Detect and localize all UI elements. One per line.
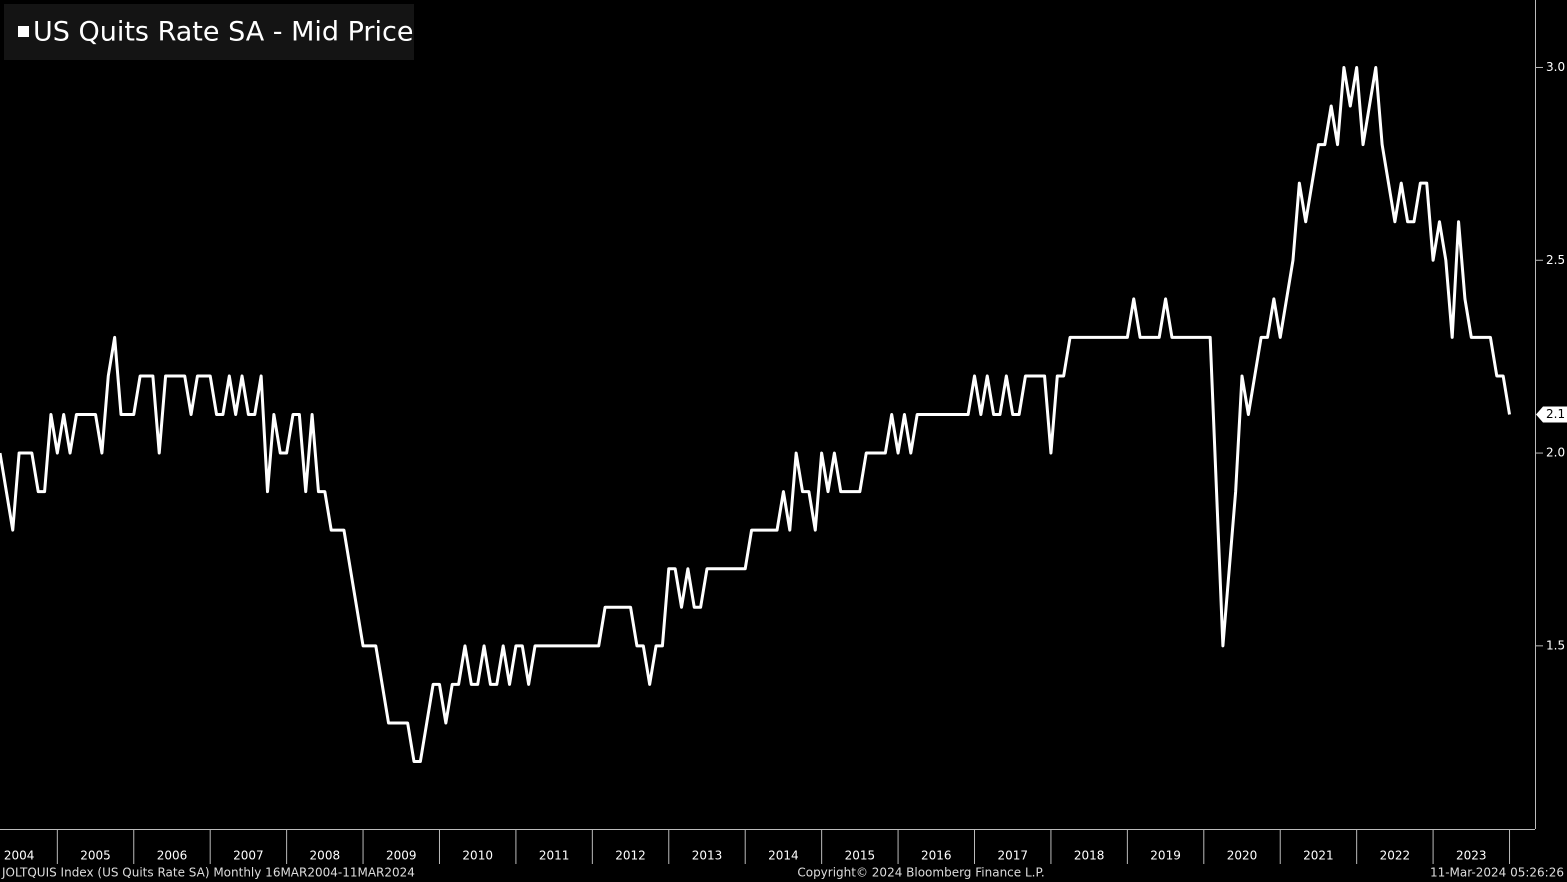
- x-tick-label: 2016: [921, 849, 952, 863]
- chart-title: US Quits Rate SA - Mid Price: [33, 17, 413, 48]
- footer-center: Copyright© 2024 Bloomberg Finance L.P.: [797, 866, 1044, 880]
- x-tick-label: 2009: [386, 849, 417, 863]
- x-tick-label: 2017: [997, 849, 1028, 863]
- x-tick-label: 2014: [768, 849, 799, 863]
- last-value-label: 2.1: [1546, 407, 1565, 421]
- legend-swatch: [18, 26, 29, 37]
- x-tick-label: 2011: [539, 849, 570, 863]
- y-tick-label: 3.0: [1546, 60, 1565, 74]
- y-tick-label: 1.5: [1546, 638, 1565, 652]
- line-series: [0, 65, 1511, 764]
- x-tick-label: 2020: [1227, 849, 1258, 863]
- x-tick-label: 2004: [4, 849, 35, 863]
- x-tick-label: 2008: [310, 849, 341, 863]
- footer-left: JOLTQUIS Index (US Quits Rate SA) Monthl…: [1, 866, 415, 880]
- x-tick-label: 2007: [233, 849, 264, 863]
- x-tick-label: 2019: [1150, 849, 1181, 863]
- x-tick-label: 2010: [462, 849, 493, 863]
- x-tick-label: 2005: [80, 849, 111, 863]
- y-tick-label: 2.5: [1546, 253, 1565, 267]
- x-tick-label: 2006: [157, 849, 188, 863]
- legend-box: [4, 4, 414, 60]
- x-tick-label: 2015: [845, 849, 876, 863]
- x-tick-label: 2023: [1456, 849, 1487, 863]
- last-value-tag: [1536, 406, 1567, 423]
- x-tick-label: 2012: [615, 849, 646, 863]
- x-tick-label: 2013: [692, 849, 723, 863]
- y-tick-label: 2.0: [1546, 446, 1565, 460]
- x-tick-label: 2022: [1380, 849, 1411, 863]
- x-tick-label: 2018: [1074, 849, 1105, 863]
- x-tick-label: 2021: [1303, 849, 1334, 863]
- footer-right: 11-Mar-2024 05:26:26: [1430, 866, 1564, 880]
